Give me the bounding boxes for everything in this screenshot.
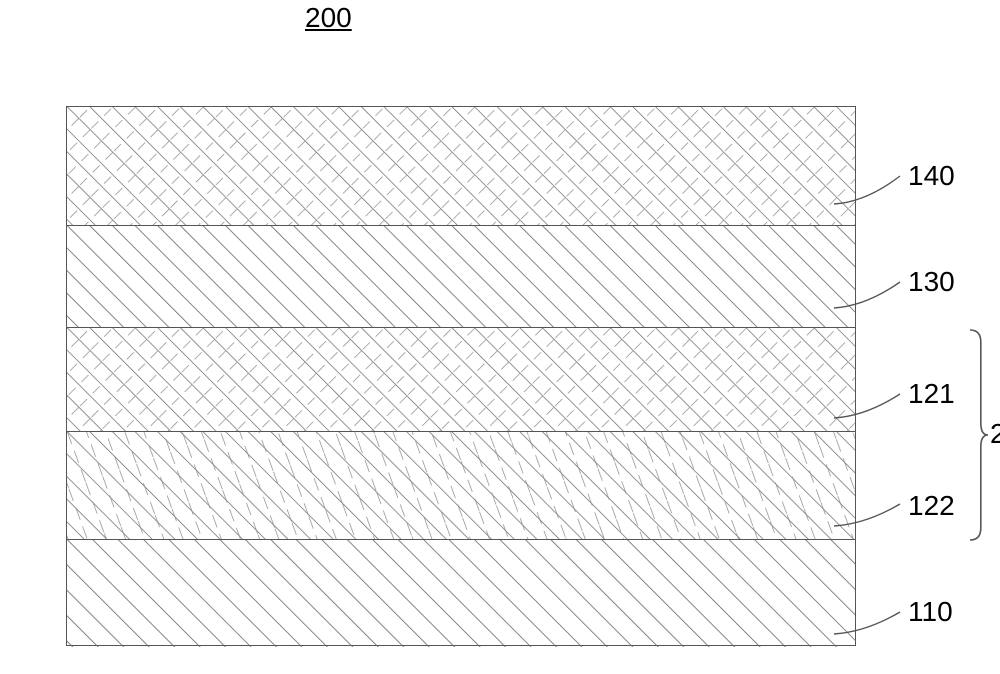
label-220: 220 xyxy=(990,418,1000,450)
brace-220 xyxy=(0,0,1000,674)
